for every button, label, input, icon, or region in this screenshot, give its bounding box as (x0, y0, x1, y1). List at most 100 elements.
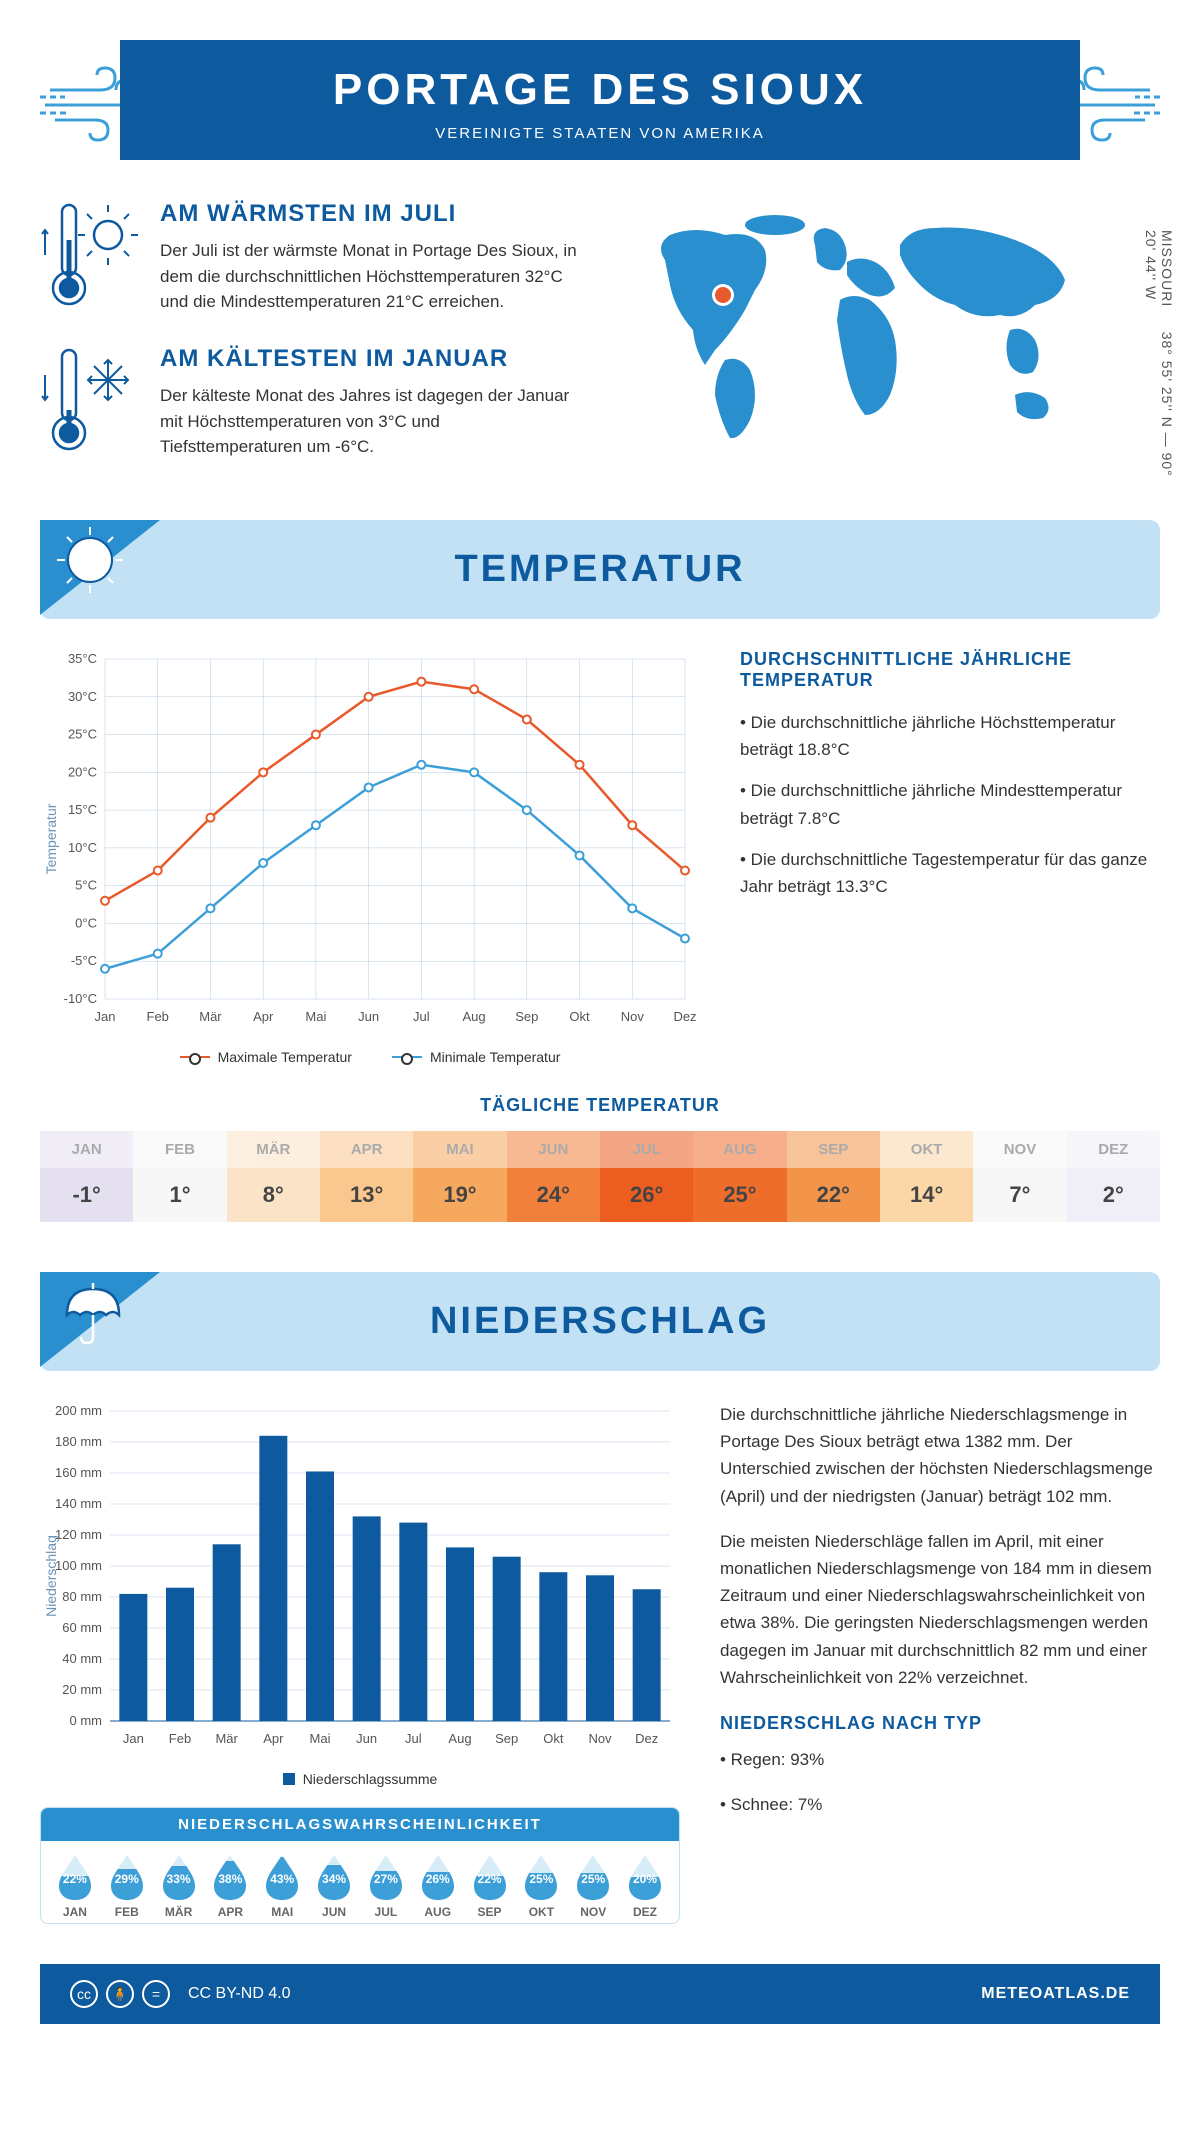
precip-prob-title: NIEDERSCHLAGSWAHRSCHEINLICHKEIT (41, 1808, 679, 1841)
svg-text:Okt: Okt (543, 1731, 564, 1746)
svg-text:Jul: Jul (405, 1731, 422, 1746)
prob-cell: 29% FEB (101, 1853, 153, 1919)
temperature-section-head: TEMPERATUR (40, 520, 1160, 619)
page: PORTAGE DES SIOUX VEREINIGTE STAATEN VON… (0, 0, 1200, 2064)
site-name: METEOATLAS.DE (981, 1985, 1130, 2003)
umbrella-icon (55, 1277, 125, 1347)
thermometer-snow-icon (40, 345, 140, 460)
svg-text:30°C: 30°C (68, 689, 97, 704)
svg-text:60 mm: 60 mm (62, 1620, 102, 1635)
prob-cell: 20% DEZ (619, 1853, 671, 1919)
warmest-title: AM WÄRMSTEN IM JULI (160, 200, 585, 228)
svg-text:Mai: Mai (310, 1731, 331, 1746)
location-title: PORTAGE DES SIOUX (120, 65, 1080, 115)
svg-text:20°C: 20°C (68, 764, 97, 779)
svg-text:40 mm: 40 mm (62, 1651, 102, 1666)
svg-text:0 mm: 0 mm (70, 1713, 103, 1728)
daily-cell: SEP22° (787, 1131, 880, 1222)
svg-text:-10°C: -10°C (64, 991, 97, 1006)
sun-icon (55, 525, 125, 595)
svg-text:Mär: Mär (199, 1009, 222, 1024)
precip-probability-box: NIEDERSCHLAGSWAHRSCHEINLICHKEIT 22% JAN … (40, 1807, 680, 1924)
prob-cell: 22% JAN (49, 1853, 101, 1919)
precip-para-1: Die durchschnittliche jährliche Niedersc… (720, 1401, 1160, 1510)
daily-cell: DEZ2° (1067, 1131, 1160, 1222)
svg-text:10°C: 10°C (68, 840, 97, 855)
prob-cell: 38% APR (204, 1853, 256, 1919)
prob-cell: 43% MAI (256, 1853, 308, 1919)
by-icon: 🧍 (106, 1980, 134, 2008)
avg-temp-title: DURCHSCHNITTLICHE JÄHRLICHE TEMPERATUR (740, 649, 1160, 691)
daily-temp-grid: JAN-1°FEB1°MÄR8°APR13°MAI19°JUN24°JUL26°… (40, 1131, 1160, 1222)
footer: cc 🧍 = CC BY-ND 4.0 METEOATLAS.DE (40, 1964, 1160, 2024)
temperature-title: TEMPERATUR (40, 548, 1160, 591)
precip-type-title: NIEDERSCHLAG NACH TYP (720, 1709, 1160, 1738)
svg-text:Jul: Jul (413, 1009, 430, 1024)
svg-text:15°C: 15°C (68, 802, 97, 817)
precip-legend: Niederschlagssumme (40, 1771, 680, 1787)
coldest-title: AM KÄLTESTEN IM JANUAR (160, 345, 585, 373)
cc-icon: cc (70, 1980, 98, 2008)
license: cc 🧍 = CC BY-ND 4.0 (70, 1980, 291, 2008)
nd-icon: = (142, 1980, 170, 2008)
temperature-summary: DURCHSCHNITTLICHE JÄHRLICHE TEMPERATUR •… (740, 649, 1160, 1065)
temperature-chart: -10°C -5°C 0°C 5°C 10°C 15°C 20°C 25°C 30°C 35°C J… (40, 649, 700, 1065)
precip-para-2: Die meisten Niederschläge fallen im Apri… (720, 1528, 1160, 1691)
svg-text:25°C: 25°C (68, 727, 97, 742)
world-map (615, 200, 1095, 450)
svg-text:Mär: Mär (215, 1731, 238, 1746)
header-banner: PORTAGE DES SIOUX VEREINIGTE STAATEN VON… (120, 40, 1080, 160)
svg-text:Sep: Sep (495, 1731, 518, 1746)
intro-section: AM WÄRMSTEN IM JULI Der Juli ist der wär… (40, 200, 1160, 490)
svg-text:140 mm: 140 mm (55, 1496, 102, 1511)
country-subtitle: VEREINIGTE STAATEN VON AMERIKA (120, 125, 1080, 142)
svg-text:Nov: Nov (588, 1731, 612, 1746)
svg-text:Feb: Feb (169, 1731, 191, 1746)
prob-cell: 34% JUN (308, 1853, 360, 1919)
precip-type-snow: • Schnee: 7% (720, 1791, 1160, 1818)
svg-text:Niederschlag: Niederschlag (43, 1535, 59, 1617)
daily-cell: OKT14° (880, 1131, 973, 1222)
daily-cell: AUG25° (693, 1131, 786, 1222)
coordinates: MISSOURI 38° 55' 25'' N — 90° 20' 44'' W (1143, 230, 1175, 490)
prob-cell: 22% SEP (464, 1853, 516, 1919)
prob-cell: 27% JUL (360, 1853, 412, 1919)
svg-text:Apr: Apr (263, 1731, 284, 1746)
daily-cell: APR13° (320, 1131, 413, 1222)
temp-bullet-1: • Die durchschnittliche jährliche Mindes… (740, 777, 1160, 831)
svg-text:160 mm: 160 mm (55, 1465, 102, 1480)
svg-text:5°C: 5°C (75, 878, 97, 893)
svg-text:Temperatur: Temperatur (43, 803, 59, 874)
temp-bullet-2: • Die durchschnittliche Tagestemperatur … (740, 846, 1160, 900)
coldest-fact: AM KÄLTESTEN IM JANUAR Der kälteste Mona… (40, 345, 585, 460)
warmest-fact: AM WÄRMSTEN IM JULI Der Juli ist der wär… (40, 200, 585, 315)
precip-type-rain: • Regen: 93% (720, 1746, 1160, 1773)
daily-cell: MAI19° (413, 1131, 506, 1222)
svg-text:20 mm: 20 mm (62, 1682, 102, 1697)
svg-text:Dez: Dez (673, 1009, 696, 1024)
prob-cell: 33% MÄR (153, 1853, 205, 1919)
svg-text:35°C: 35°C (68, 651, 97, 666)
svg-text:Okt: Okt (569, 1009, 590, 1024)
svg-text:Aug: Aug (463, 1009, 486, 1024)
svg-text:-5°C: -5°C (71, 953, 97, 968)
svg-text:0°C: 0°C (75, 915, 97, 930)
svg-text:80 mm: 80 mm (62, 1589, 102, 1604)
svg-text:180 mm: 180 mm (55, 1434, 102, 1449)
svg-text:Aug: Aug (448, 1731, 471, 1746)
svg-text:200 mm: 200 mm (55, 1403, 102, 1418)
coldest-text: Der kälteste Monat des Jahres ist dagege… (160, 383, 585, 460)
daily-cell: MÄR8° (227, 1131, 320, 1222)
daily-cell: NOV7° (973, 1131, 1066, 1222)
prob-cell: 25% NOV (567, 1853, 619, 1919)
svg-text:Feb: Feb (147, 1009, 169, 1024)
svg-text:Sep: Sep (515, 1009, 538, 1024)
daily-cell: FEB1° (133, 1131, 226, 1222)
precip-text: Die durchschnittliche jährliche Niedersc… (720, 1401, 1160, 1924)
svg-text:Apr: Apr (253, 1009, 274, 1024)
precip-section-head: NIEDERSCHLAG (40, 1272, 1160, 1371)
precip-title: NIEDERSCHLAG (40, 1300, 1160, 1343)
thermometer-sun-icon (40, 200, 140, 315)
svg-text:Jan: Jan (95, 1009, 116, 1024)
prob-cell: 25% OKT (515, 1853, 567, 1919)
